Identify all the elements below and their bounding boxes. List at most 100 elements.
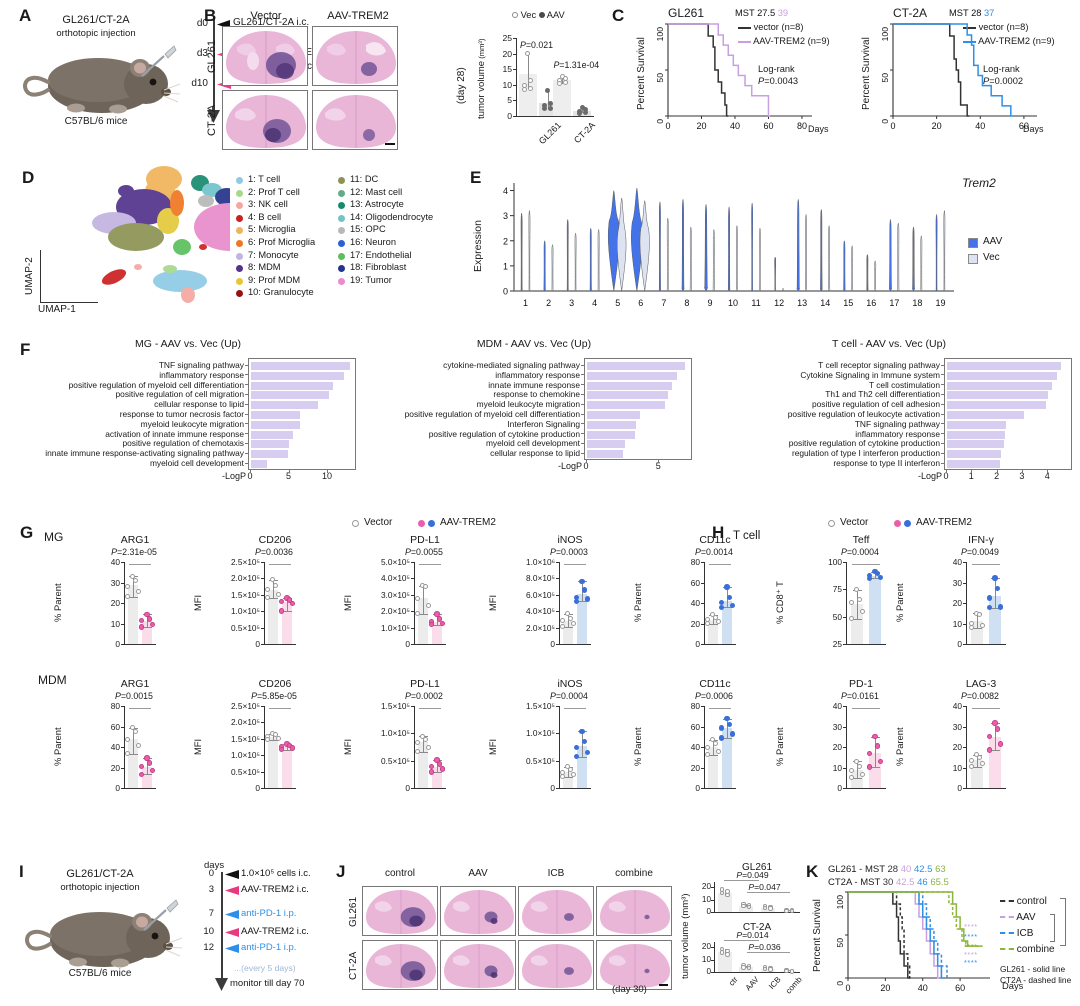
svg-text:40: 40	[975, 121, 985, 131]
panelJ-brain-0-3	[596, 886, 672, 936]
error-bar	[287, 598, 289, 611]
data-point	[436, 616, 443, 622]
x-axis	[714, 912, 800, 913]
data-point	[582, 107, 588, 113]
bracket-outer	[1060, 898, 1066, 946]
go-bar	[587, 440, 625, 449]
go-bar	[251, 420, 300, 429]
data-point	[997, 604, 1003, 610]
data-point	[704, 744, 710, 750]
y-tick-label: 20	[110, 762, 120, 773]
go-tick	[245, 442, 248, 444]
panelJ-row-header-gl261: GL261	[348, 896, 359, 928]
x-axis	[846, 788, 886, 789]
panelG-chart-mdm-pd-l1: PD-L1 P=0.0002 0 0.5×10⁵ 1.0×10⁵ 1.5×10⁵ MFI	[342, 678, 450, 798]
y-tick-label: 3.0×10⁵	[380, 589, 410, 600]
legend-dot-vector-h	[828, 520, 835, 527]
cluster-label-3: 3: NK cell	[248, 199, 288, 210]
y-tick-label: 20	[690, 762, 700, 773]
svg-text:100: 100	[835, 895, 845, 910]
go-bar	[251, 411, 301, 419]
y-axis	[966, 706, 967, 788]
data-point	[149, 767, 156, 774]
y-tick-label: 1.0×10⁵	[525, 728, 555, 739]
y-tick-label: 60	[690, 577, 700, 588]
survival-title: GL261	[668, 6, 705, 20]
y-tick-label: 0	[115, 783, 120, 793]
go-tick	[941, 452, 944, 454]
svg-text:2: 2	[546, 298, 551, 308]
x-axis	[966, 788, 1006, 789]
y-tick	[843, 562, 846, 563]
significance-line	[419, 708, 441, 710]
p-value: P=0.0161	[841, 691, 879, 701]
go-term-label: Interferon Signaling	[507, 418, 580, 429]
umap-y-axis	[40, 250, 41, 302]
data-point	[422, 583, 428, 589]
data-point	[768, 967, 773, 972]
panelG-legend-vector: Vector	[364, 517, 393, 528]
data-point	[436, 761, 443, 767]
data-point	[741, 965, 746, 970]
significance-line	[564, 708, 586, 710]
error-cap	[708, 755, 718, 757]
go-term-label: positive regulation of leukocyte activat…	[787, 409, 940, 419]
svg-text:4: 4	[503, 186, 508, 196]
data-point	[726, 594, 733, 601]
y-tick	[513, 69, 516, 71]
go-xtick-label: 3	[1019, 470, 1025, 481]
bar-column	[573, 111, 592, 116]
cluster-dot-17	[338, 252, 345, 260]
go-term-label: positive regulation of myeloid cell diff…	[68, 379, 244, 390]
chart-title: iNOS	[557, 678, 583, 690]
data-point	[746, 904, 752, 910]
panelA-day-d10: d10	[191, 78, 208, 89]
y-axis	[714, 942, 715, 972]
arrow-icon	[225, 910, 239, 919]
significance-line	[724, 880, 759, 882]
y-tick	[556, 594, 559, 596]
panelG-chart-mg-pd-l1: PD-L1 P=0.0055 0 1.0×10⁵ 2.0×10⁵ 3.0×10⁵ 4.0×1…	[342, 534, 450, 654]
data-point	[522, 86, 528, 92]
panelG-chart-mdm-inos: iNOS P=0.0004 0 0.5×10⁵ 1.0×10⁵ 1.5×10⁵ MFI	[487, 678, 595, 798]
error-cap	[433, 771, 443, 773]
y-axis-label: MFI	[487, 594, 498, 612]
y-tick	[963, 644, 966, 645]
y-tick-label: 0.5×10⁵	[525, 755, 555, 766]
svg-text:0: 0	[655, 119, 665, 124]
y-tick-label: 40	[832, 701, 842, 711]
go-bar	[587, 371, 677, 380]
y-tick	[843, 644, 846, 645]
x-category-label: ctr	[726, 975, 740, 988]
y-tick	[963, 726, 966, 728]
y-tick	[963, 747, 966, 748]
go-bar	[947, 401, 1046, 410]
go-bar	[587, 381, 673, 390]
svg-text:17: 17	[889, 298, 899, 308]
go-xtick	[971, 469, 973, 473]
y-tick-label: 0	[115, 639, 120, 649]
data-point	[138, 771, 145, 778]
y-tick	[513, 84, 516, 86]
go-term-label: positive regulation of cell adhesion	[811, 399, 940, 410]
error-bar	[132, 728, 134, 755]
y-axis-label: MFI	[342, 738, 353, 756]
go-term-label: inflammatory response	[855, 428, 940, 439]
arrow-icon	[225, 928, 239, 937]
umap-xlabel: UMAP-1	[38, 304, 76, 315]
cluster-label-10: 10: Granulocyte	[248, 287, 314, 298]
error-cap	[990, 749, 1000, 751]
cluster-dot-15	[338, 227, 345, 235]
chart-title: CD11c	[699, 534, 731, 546]
go-bar	[947, 430, 1006, 439]
panelE-gene-name: Trem2	[962, 176, 996, 190]
svg-text:0: 0	[880, 119, 890, 124]
chart-title: Teff	[852, 534, 870, 546]
y-tick	[963, 562, 966, 563]
y-tick-label: 60	[110, 721, 120, 732]
y-axis	[846, 562, 847, 644]
legend-label: AAV	[983, 236, 1003, 247]
data-point	[138, 763, 145, 770]
data-point	[548, 106, 554, 111]
